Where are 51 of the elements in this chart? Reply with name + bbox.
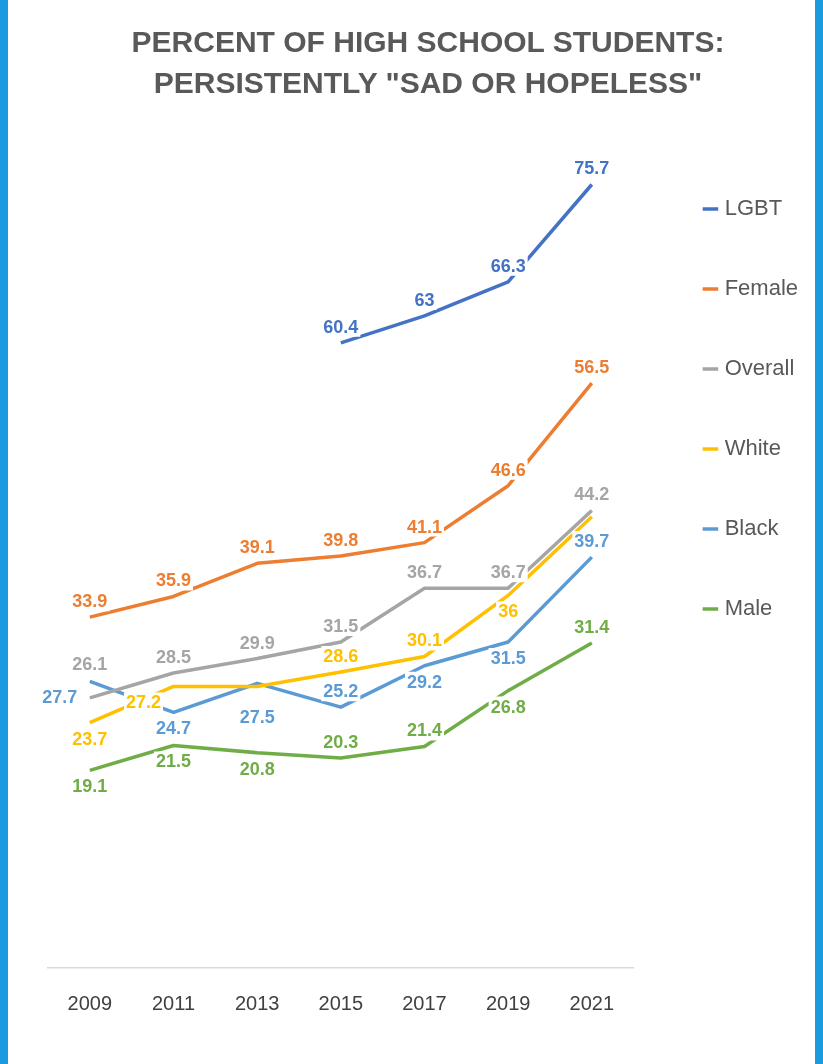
legend-label: Overall: [724, 355, 795, 381]
data-label: 26.8: [490, 696, 526, 717]
data-label: 60.4: [323, 316, 359, 337]
data-label: 26.1: [72, 653, 108, 674]
data-label: 75.7: [574, 158, 610, 179]
data-label: 24.7: [155, 718, 192, 739]
legend-label: Black: [724, 515, 780, 541]
data-label: 39.1: [239, 537, 275, 558]
data-label: 28.6: [323, 645, 359, 666]
data-label: 29.2: [406, 671, 443, 692]
x-tick-label: 2013: [234, 991, 280, 1014]
data-label: 56.5: [574, 357, 610, 378]
data-label: 31.4: [574, 616, 610, 637]
legend-label: Female: [724, 275, 798, 301]
data-label: 39.8: [323, 530, 359, 551]
data-label: 41.1: [406, 516, 443, 537]
data-label: 27.5: [239, 707, 275, 728]
data-label: 44.2: [574, 484, 610, 505]
data-label: 21.5: [155, 751, 192, 772]
x-tick-label: 2017: [402, 991, 447, 1014]
data-label: 36: [498, 601, 519, 622]
data-label: 19.1: [72, 776, 108, 797]
data-label: 20.8: [239, 758, 275, 779]
x-tick-label: 2015: [318, 991, 364, 1014]
x-tick-label: 2009: [67, 991, 113, 1014]
data-label: 33.9: [72, 591, 108, 612]
legend-label: Male: [724, 595, 773, 621]
x-tick-label: 2019: [485, 991, 531, 1014]
data-label: 30.1: [406, 630, 443, 651]
data-label: 66.3: [490, 255, 526, 276]
data-label: 20.3: [323, 731, 359, 752]
data-label: 27.2: [125, 692, 162, 713]
data-label: 31.5: [323, 615, 359, 636]
chart-title: PERCENT OF HIGH SCHOOL STUDENTS: PERSISTENTLY "SAD OR HOPELESS": [130, 24, 726, 101]
data-label: 63: [414, 289, 435, 310]
data-label: 23.7: [72, 728, 108, 749]
data-label: 27.7: [42, 687, 78, 708]
data-label: 21.4: [406, 720, 443, 741]
x-tick-label: 2011: [151, 991, 195, 1014]
x-tick-label: 2021: [569, 991, 615, 1014]
data-label: 29.9: [239, 632, 275, 653]
legend-label: White: [724, 435, 781, 461]
data-label: 36.7: [406, 562, 443, 583]
data-label: 36.7: [490, 562, 526, 583]
data-label: 25.2: [323, 681, 359, 702]
data-label: 28.5: [155, 646, 192, 667]
data-label: 35.9: [155, 570, 192, 591]
legend-label: LGBT: [724, 195, 783, 221]
data-label: 31.5: [490, 647, 526, 668]
data-label: 39.7: [574, 531, 610, 552]
data-label: 46.6: [490, 459, 526, 480]
